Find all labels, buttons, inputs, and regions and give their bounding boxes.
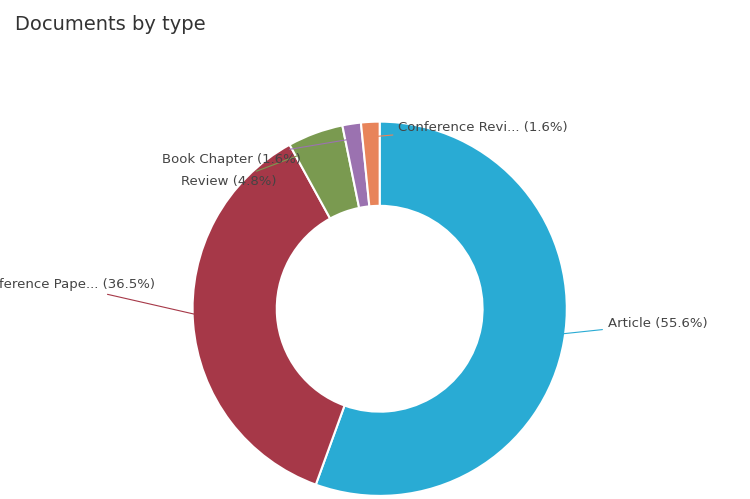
Wedge shape — [361, 122, 380, 207]
Wedge shape — [290, 125, 359, 219]
Text: Book Chapter (1.6%): Book Chapter (1.6%) — [162, 139, 352, 166]
Wedge shape — [193, 145, 344, 485]
Wedge shape — [342, 123, 369, 208]
Wedge shape — [316, 122, 567, 496]
Text: Article (55.6%): Article (55.6%) — [539, 317, 707, 336]
Text: Conference Revi... (1.6%): Conference Revi... (1.6%) — [375, 121, 568, 137]
Text: Conference Pape... (36.5%): Conference Pape... (36.5%) — [0, 278, 218, 320]
Text: Documents by type: Documents by type — [15, 15, 206, 34]
Text: Review (4.8%): Review (4.8%) — [182, 148, 319, 188]
